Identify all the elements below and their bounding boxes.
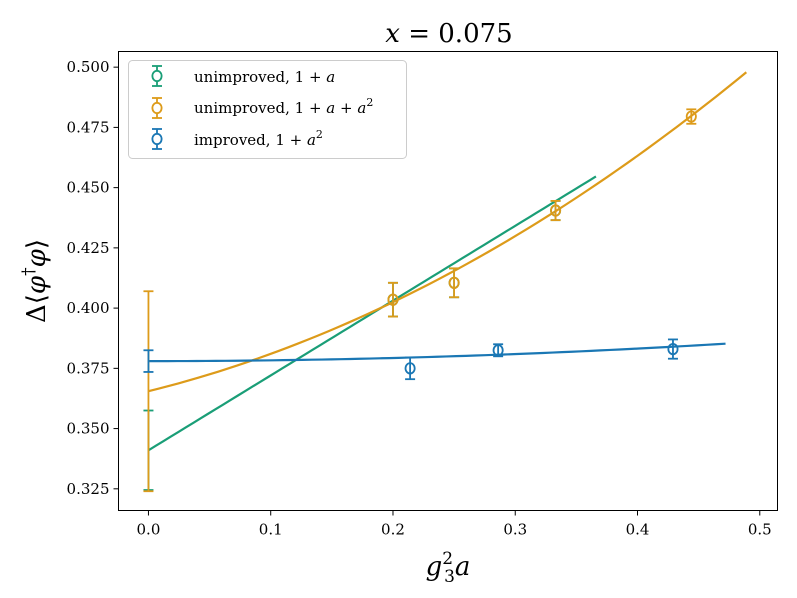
legend-marker-unimproved-1-a-a: [151, 97, 163, 119]
legend: unimproved, 1 + a unimproved, 1 + a + a2…: [128, 60, 407, 159]
y-tick-label: 0.325: [67, 480, 110, 498]
x-axis-ticks: 0.0 0.1 0.2 0.3 0.4 0.5: [137, 510, 772, 539]
y-tick-label: 0.400: [67, 299, 110, 317]
y-axis-label: Δ⟨φ†φ⟩: [19, 239, 52, 323]
fit-line-unimproved-1-a-a: [148, 71, 748, 393]
plot-frame: [118, 51, 778, 511]
x-tick-label: 0.5: [748, 521, 772, 539]
plot-area: [143, 71, 748, 493]
data-point-unimproved-1-a-a: [550, 204, 562, 217]
legend-label-unimproved-linear: unimproved, 1 + a: [194, 68, 335, 86]
legend-marker-improved-1-a: [151, 128, 163, 150]
x-tick-label: 0.1: [259, 521, 283, 539]
fit-line-unimproved-1-a: [147, 175, 597, 452]
data-point-unimproved-1-a-a: [685, 110, 697, 123]
data-point-unimproved-1-a-a: [387, 293, 399, 306]
data-point-improved-1-a: [492, 344, 504, 357]
y-tick-label: 0.350: [67, 420, 110, 438]
legend-marker-unimproved-1-a: [151, 65, 163, 87]
x-tick-label: 0.3: [503, 521, 527, 539]
y-tick-label: 0.450: [67, 179, 110, 197]
x-tick-label: 0.4: [626, 521, 650, 539]
legend-label-improved: improved, 1 + a2: [194, 128, 323, 149]
y-tick-label: 0.425: [67, 239, 110, 257]
y-tick-label: 0.500: [67, 58, 110, 76]
y-tick-label: 0.475: [67, 118, 110, 136]
x-axis-label: g2 3a: [426, 549, 471, 587]
y-tick-label: 0.375: [67, 359, 110, 377]
data-point-improved-1-a: [404, 362, 416, 375]
data-point-unimproved-1-a-a: [448, 276, 460, 289]
x-tick-label: 0.2: [381, 521, 405, 539]
legend-box: [128, 60, 407, 159]
legend-label-unimproved-quadratic: unimproved, 1 + a + a2: [194, 96, 373, 117]
x-tick-label: 0.0: [137, 521, 161, 539]
chart-title: x = 0.075: [385, 19, 512, 49]
data-point-improved-1-a: [667, 342, 679, 356]
y-axis-ticks: 0.325 0.350 0.375 0.400 0.425 0.450 0.475 0.500: [67, 58, 119, 498]
fit-line-improved-1-a: [148, 342, 726, 363]
